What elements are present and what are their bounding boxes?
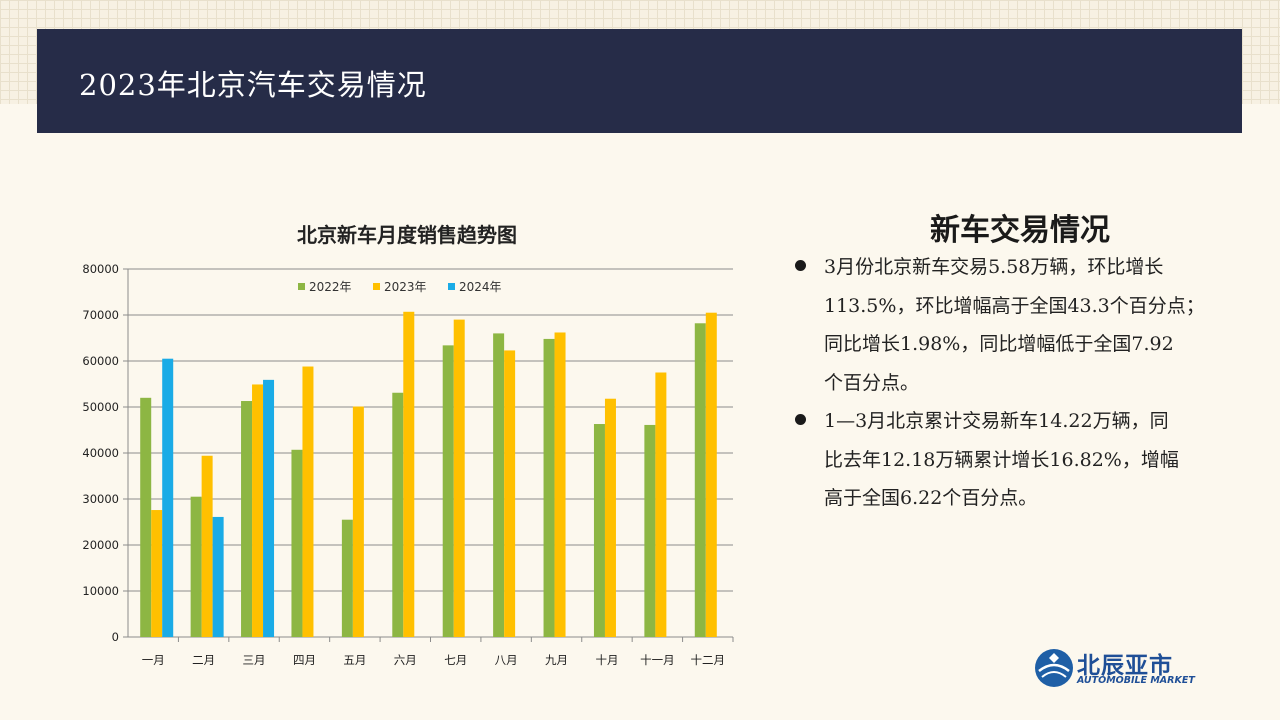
- bullet-list: 3月份北京新车交易5.58万辆，环比增长 113.5%，环比增幅高于全国43.3…: [790, 248, 1230, 518]
- x-tick-label: 六月: [394, 653, 417, 667]
- y-tick-label: 60000: [82, 354, 119, 368]
- bar: [655, 372, 667, 637]
- legend-swatch: [448, 283, 455, 290]
- y-tick-label: 70000: [82, 308, 119, 322]
- bar-chart: 北京新车月度销售趋势图 0 10000 20000 30000 40000 50000 600…: [82, 223, 734, 667]
- x-tick-label: 二月: [192, 653, 215, 667]
- y-tick-label: 0: [112, 630, 119, 644]
- bar: [241, 401, 253, 637]
- bullet-item: 1—3月北京累计交易新车14.22万辆，同 比去年12.18万辆累计增长16.8…: [790, 402, 1230, 518]
- bar: [151, 510, 163, 637]
- bar: [392, 392, 404, 637]
- bar: [593, 424, 605, 637]
- bar: [644, 424, 656, 637]
- bar: [302, 366, 314, 637]
- bar: [694, 323, 706, 637]
- y-tick-label: 50000: [82, 400, 119, 414]
- bar: [554, 332, 566, 637]
- y-tick-label: 80000: [82, 262, 119, 276]
- legend-swatch: [298, 283, 305, 290]
- bar: [705, 312, 717, 637]
- bar: [543, 338, 555, 637]
- bar: [604, 398, 616, 637]
- legend-label: 2024年: [459, 280, 502, 294]
- bar: [504, 350, 516, 637]
- bar: [341, 519, 353, 637]
- bar: [403, 311, 415, 637]
- page-title: 2023年北京汽车交易情况: [79, 68, 427, 102]
- panel-title: 新车交易情况: [930, 213, 1110, 248]
- y-tick-label: 10000: [82, 584, 119, 598]
- bar: [453, 319, 465, 637]
- bar: [352, 406, 364, 637]
- x-tick-label: 八月: [495, 653, 518, 667]
- x-tick-label: 三月: [243, 653, 266, 667]
- y-tick-label: 20000: [82, 538, 119, 552]
- bullet-text: 1—3月北京累计交易新车14.22万辆，同 比去年12.18万辆累计增长16.8…: [824, 410, 1179, 509]
- bar: [263, 379, 275, 637]
- bar: [140, 397, 152, 637]
- legend-label: 2022年: [309, 280, 352, 294]
- bar: [201, 455, 213, 637]
- bar: [212, 516, 224, 637]
- bar: [291, 449, 303, 637]
- y-tick-label: 40000: [82, 446, 119, 460]
- x-tick-label: 五月: [343, 653, 366, 667]
- x-tick-label: 十一月: [640, 653, 675, 667]
- globe-icon: [1035, 649, 1073, 687]
- bar: [252, 384, 264, 637]
- bullet-text: 3月份北京新车交易5.58万辆，环比增长 113.5%，环比增幅高于全国43.3…: [824, 256, 1205, 394]
- x-tick-label: 九月: [545, 653, 568, 667]
- x-tick-label: 十二月: [691, 653, 726, 667]
- company-logo: 北辰亚市 AUTOMOBILE MARKET: [1035, 646, 1215, 692]
- x-tick-label: 十月: [595, 653, 618, 667]
- bar: [162, 358, 174, 637]
- legend-swatch: [373, 283, 380, 290]
- y-tick-label: 30000: [82, 492, 119, 506]
- logo-brand-text: 北辰亚市: [1077, 653, 1173, 679]
- bar: [493, 333, 505, 637]
- bullet-dot-icon: [795, 260, 806, 271]
- x-tick-label: 四月: [293, 653, 316, 667]
- chart-area: 北京新车月度销售趋势图 0 10000 20000 30000 40000 50000 600…: [60, 210, 760, 680]
- chart-title: 北京新车月度销售趋势图: [297, 223, 517, 247]
- logo-sub-text: AUTOMOBILE MARKET: [1077, 675, 1195, 686]
- title-bar: 2023年北京汽车交易情况: [37, 29, 1242, 133]
- x-tick-label: 七月: [444, 653, 467, 667]
- bullet-item: 3月份北京新车交易5.58万辆，环比增长 113.5%，环比增幅高于全国43.3…: [790, 248, 1230, 402]
- bullet-dot-icon: [795, 414, 806, 425]
- legend-label: 2023年: [384, 280, 427, 294]
- x-tick-label: 一月: [142, 653, 165, 667]
- bar: [442, 345, 454, 637]
- bar: [190, 496, 202, 637]
